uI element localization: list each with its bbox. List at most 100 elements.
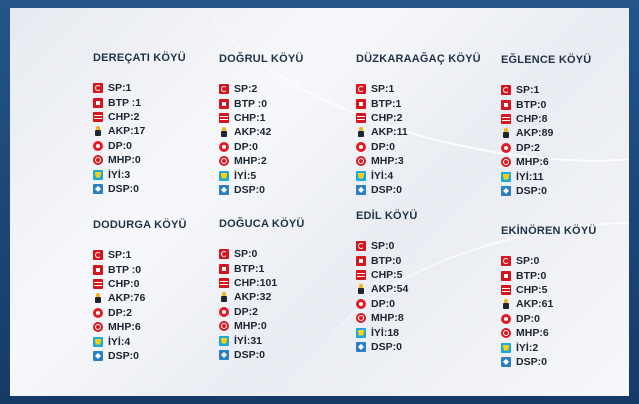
result-text: AKP:89 <box>516 127 554 140</box>
akp-logo-icon <box>93 293 103 304</box>
result-row-sp: SP:0 <box>356 239 418 253</box>
result-text: İYİ:4 <box>371 169 394 182</box>
result-row-sp: SP:1 <box>93 248 187 262</box>
iyi-logo-icon <box>501 171 511 182</box>
result-row-btp: BTP:0 <box>501 97 591 111</box>
result-text: CHP:2 <box>371 111 403 124</box>
result-text: CHP:1 <box>234 111 266 124</box>
btp-logo-icon <box>93 97 103 108</box>
village-card: DODURGA KÖYÜ SP:1 BTP :0 CHP:0 AKP:76 DP:2 MH… <box>93 219 187 363</box>
result-row-chp: CHP:5 <box>356 268 418 282</box>
result-text: BTP :1 <box>108 96 142 109</box>
result-text: DSP:0 <box>371 340 402 353</box>
result-text: MHP:6 <box>516 327 549 340</box>
result-row-sp: SP:1 <box>356 82 481 96</box>
village-card: DOĞUCA KÖYÜ SP:0 BTP:1 CHP:101 AKP:32 DP:2 MH… <box>219 218 305 362</box>
mhp-logo-icon <box>501 328 511 339</box>
result-text: DP:2 <box>108 306 132 319</box>
result-row-dp: DP:2 <box>93 306 187 320</box>
result-text: DP:0 <box>371 297 395 310</box>
akp-logo-icon <box>219 292 229 303</box>
dp-logo-icon <box>501 313 511 324</box>
dp-logo-icon <box>93 307 103 318</box>
results-list: SP:2 BTP :0 CHP:1 AKP:42 DP:0 MHP:2 İYİ:5 DSP:0 <box>219 82 304 197</box>
mhp-logo-icon <box>219 156 229 167</box>
village-card: EĞLENCE KÖYÜ SP:1 BTP:0 CHP:8 AKP:89 DP:2 MHP… <box>501 54 591 198</box>
akp-logo-icon <box>356 284 366 295</box>
result-row-sp: SP:0 <box>219 247 305 261</box>
village-card: DOĞRUL KÖYÜ SP:2 BTP :0 CHP:1 AKP:42 DP:0 MHP… <box>219 53 304 197</box>
result-text: SP:1 <box>108 249 132 262</box>
dp-logo-icon <box>219 141 229 152</box>
sp-logo-icon <box>219 249 229 260</box>
dsp-logo-icon <box>356 341 366 352</box>
sp-logo-icon <box>501 85 511 96</box>
dp-logo-icon <box>356 141 366 152</box>
result-text: SP:2 <box>234 83 258 96</box>
result-text: CHP:2 <box>108 110 140 123</box>
result-row-btp: BTP:1 <box>219 261 305 275</box>
result-text: BTP:0 <box>371 254 402 267</box>
result-row-iyi: İYİ:4 <box>356 168 481 182</box>
result-row-dsp: DSP:0 <box>501 184 591 198</box>
result-text: AKP:32 <box>234 291 272 304</box>
village-title: DOĞUCA KÖYÜ <box>219 218 305 230</box>
village-title: DOĞRUL KÖYÜ <box>219 53 304 65</box>
result-text: AKP:42 <box>234 126 272 139</box>
result-text: MHP:0 <box>234 320 267 333</box>
result-text: BTP:0 <box>516 98 547 111</box>
result-row-iyi: İYİ:18 <box>356 325 418 339</box>
result-row-mhp: MHP:6 <box>501 326 597 340</box>
result-row-dp: DP:0 <box>93 139 186 153</box>
result-text: DSP:0 <box>234 348 265 361</box>
result-text: İYİ:5 <box>234 169 257 182</box>
result-text: MHP:3 <box>371 155 404 168</box>
results-list: SP:1 BTP :0 CHP:0 AKP:76 DP:2 MHP:6 İYİ:4 DSP:0 <box>93 248 187 363</box>
result-text: AKP:17 <box>108 125 146 138</box>
result-row-mhp: MHP:8 <box>356 311 418 325</box>
result-row-akp: AKP:89 <box>501 126 591 140</box>
akp-logo-icon <box>501 128 511 139</box>
result-row-akp: AKP:54 <box>356 282 418 296</box>
result-row-dp: DP:0 <box>219 140 304 154</box>
result-row-dp: DP:2 <box>501 141 591 155</box>
chp-logo-icon <box>501 113 511 124</box>
chp-logo-icon <box>219 112 229 123</box>
chp-logo-icon <box>501 284 511 295</box>
result-row-iyi: İYİ:3 <box>93 167 186 181</box>
result-text: CHP:8 <box>516 112 548 125</box>
village-title: DODURGA KÖYÜ <box>93 219 187 231</box>
result-text: DSP:0 <box>108 349 139 362</box>
result-row-dsp: DSP:0 <box>219 183 304 197</box>
result-row-akp: AKP:32 <box>219 290 305 304</box>
result-text: SP:0 <box>516 255 540 268</box>
result-text: BTP :0 <box>234 97 268 110</box>
sp-logo-icon <box>93 250 103 261</box>
result-text: DSP:0 <box>234 183 265 196</box>
result-text: İYİ:18 <box>371 326 400 339</box>
result-text: SP:1 <box>108 82 132 95</box>
btp-logo-icon <box>501 99 511 110</box>
result-text: İYİ:2 <box>516 341 539 354</box>
result-row-chp: CHP:8 <box>501 112 591 126</box>
result-row-iyi: İYİ:5 <box>219 168 304 182</box>
result-text: SP:0 <box>371 240 395 253</box>
result-row-btp: BTP:0 <box>356 253 418 267</box>
result-row-iyi: İYİ:11 <box>501 169 591 183</box>
result-row-dsp: DSP:0 <box>219 348 305 362</box>
result-text: DSP:0 <box>371 183 402 196</box>
village-card: DEREÇATI KÖYÜ SP:1 BTP :1 CHP:2 AKP:17 DP:0 M… <box>93 52 186 196</box>
result-row-dsp: DSP:0 <box>356 183 481 197</box>
village-title: EDİL KÖYÜ <box>356 210 418 222</box>
result-text: DSP:0 <box>108 182 139 195</box>
village-title: EKİNÖREN KÖYÜ <box>501 225 597 237</box>
results-list: SP:1 BTP:1 CHP:2 AKP:11 DP:0 MHP:3 İYİ:4 DSP:0 <box>356 82 481 197</box>
result-text: İYİ:31 <box>234 334 263 347</box>
chp-logo-icon <box>356 269 366 280</box>
results-list: SP:0 BTP:0 CHP:5 AKP:61 DP:0 MHP:6 İYİ:2 DSP:0 <box>501 254 597 369</box>
dp-logo-icon <box>501 142 511 153</box>
results-list: SP:1 BTP:0 CHP:8 AKP:89 DP:2 MHP:6 İYİ:11 DSP:0 <box>501 83 591 198</box>
sp-logo-icon <box>93 83 103 94</box>
btp-logo-icon <box>356 255 366 266</box>
mhp-logo-icon <box>219 321 229 332</box>
